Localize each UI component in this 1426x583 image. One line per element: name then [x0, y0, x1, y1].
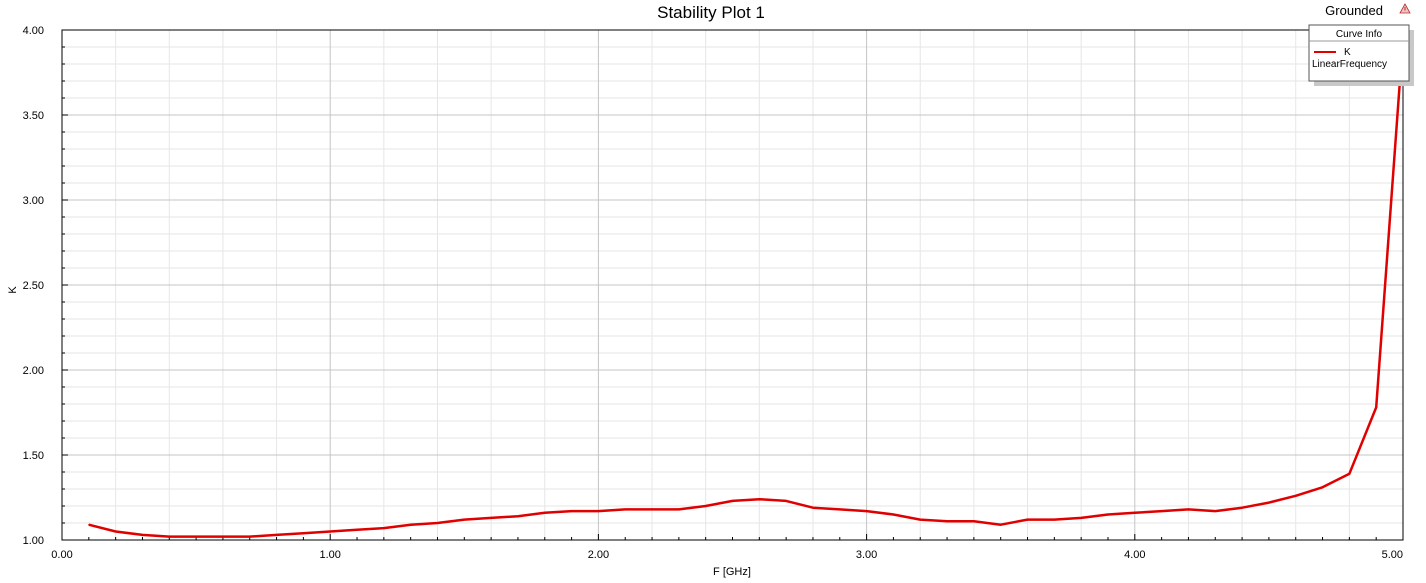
x-tick-label: 0.00	[51, 549, 72, 561]
series-point-k	[329, 530, 331, 533]
series-layer	[88, 37, 1405, 538]
grounded-label: Grounded	[1325, 3, 1383, 18]
x-tick-label: 3.00	[856, 549, 877, 561]
series-point-k	[249, 536, 251, 538]
legend-box[interactable]: Curve Info K LinearFrequency	[1308, 24, 1414, 86]
y-tick-label: 1.00	[23, 535, 44, 547]
series-point-k	[410, 524, 412, 526]
warning-icon[interactable]	[1399, 3, 1411, 14]
series-point-k	[275, 534, 278, 536]
series-point-k	[624, 508, 626, 510]
legend-header: Curve Info	[1336, 29, 1383, 40]
series-point-k	[195, 536, 197, 538]
y-tick-labels: 1.00 1.50 2.00 2.50 3.00 3.50 4.00	[23, 25, 44, 547]
series-point-k	[1134, 512, 1136, 514]
x-tick-label: 2.00	[588, 549, 609, 561]
major-grid	[62, 30, 1403, 540]
series-point-k	[866, 510, 868, 512]
x-axis-title: F [GHz]	[713, 566, 751, 578]
y-axis-title: K	[7, 286, 19, 294]
series-point-k	[1214, 510, 1216, 512]
series-point-k	[1026, 519, 1029, 521]
series-point-k	[88, 524, 90, 526]
series-point-k	[839, 508, 841, 510]
series-point-k	[973, 520, 975, 522]
series-point-k	[1321, 486, 1324, 488]
series-line-k	[88, 38, 1405, 538]
series-point-k	[570, 510, 573, 512]
series-point-k	[1348, 473, 1350, 475]
series-point-k	[1053, 519, 1055, 521]
y-tick-label: 4.00	[23, 25, 44, 37]
series-point-k	[731, 500, 734, 502]
y-tick-label: 1.50	[23, 450, 44, 462]
series-point-k	[463, 519, 465, 521]
series-point-k	[1375, 406, 1377, 408]
series-point-k	[490, 517, 492, 519]
series-point-k	[1000, 524, 1002, 526]
series-point-k	[946, 520, 948, 522]
series-point-k	[544, 512, 546, 514]
series-point-k	[892, 513, 895, 516]
series-point-k	[1080, 517, 1082, 519]
series-point-k	[705, 505, 707, 507]
series-point-k	[383, 527, 385, 529]
series-point-k	[1187, 508, 1190, 510]
series-point-k	[1241, 507, 1243, 509]
series-point-k	[785, 500, 787, 502]
x-tick-labels: 0.00 1.00 2.00 3.00 4.00 5.00	[51, 549, 1403, 561]
series-point-k	[1268, 502, 1270, 504]
legend-entry-k-subtitle: LinearFrequency	[1312, 59, 1387, 70]
series-point-k	[919, 519, 921, 521]
series-point-k	[302, 532, 304, 534]
y-tick-label: 3.50	[23, 110, 44, 122]
series-point-k	[141, 534, 144, 536]
x-tick-label: 4.00	[1124, 549, 1145, 561]
series-point-k	[651, 508, 653, 510]
y-tick-label: 2.00	[23, 365, 44, 377]
series-point-k	[1161, 510, 1163, 512]
y-tick-label: 3.00	[23, 195, 44, 207]
series-point-k	[356, 529, 358, 531]
series-point-k	[168, 536, 170, 538]
series-point-k	[115, 530, 117, 533]
series-point-k	[678, 508, 680, 510]
series-point-k	[436, 522, 439, 524]
series-point-k	[758, 498, 760, 500]
series-point-k	[222, 536, 224, 538]
legend-entry-k: K	[1344, 47, 1351, 58]
series-point-k	[597, 510, 600, 512]
series-point-k	[1107, 513, 1109, 516]
x-tick-label: 5.00	[1382, 549, 1403, 561]
chart-title: Stability Plot 1	[657, 3, 765, 22]
x-tick-label: 1.00	[319, 549, 340, 561]
series-point-k	[812, 507, 814, 509]
series-point-k	[1295, 495, 1297, 497]
legend-panel	[1308, 24, 1410, 82]
series-point-k	[517, 515, 519, 517]
y-tick-label: 2.50	[23, 280, 44, 292]
